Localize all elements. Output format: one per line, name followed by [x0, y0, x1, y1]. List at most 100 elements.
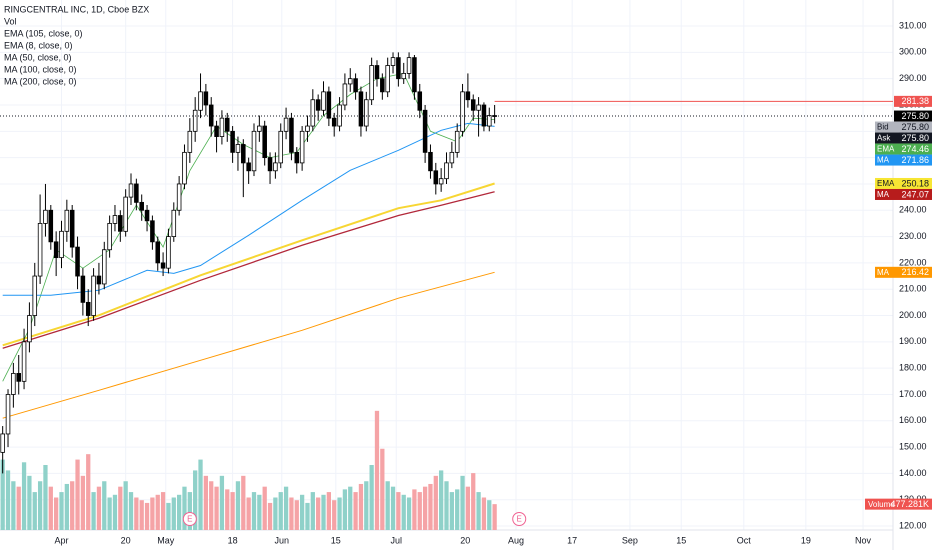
volume-bar: [390, 486, 396, 530]
candle-body: [353, 78, 358, 93]
volume-bar: [273, 497, 278, 530]
price-tag: [875, 188, 932, 200]
volume-bar: [225, 489, 230, 530]
candle-body: [187, 130, 193, 153]
indicator-line: [2, 191, 495, 349]
legend-entry: EMA (8, close, 0): [4, 40, 73, 50]
volume-bar: [0, 459, 5, 530]
x-tick-label: Aug: [508, 535, 524, 545]
price-tag-label: 250.18: [901, 178, 929, 188]
volume-bar: [321, 494, 326, 530]
volume-bar: [310, 492, 315, 530]
candle-body: [342, 83, 348, 106]
candle-body: [358, 91, 364, 127]
volume-bar: [283, 486, 289, 530]
candle-body: [230, 130, 235, 153]
candle-body: [69, 209, 75, 248]
candle-body: [412, 57, 417, 93]
candle-body: [198, 91, 203, 111]
candle-body: [310, 99, 316, 127]
candle-body: [80, 275, 86, 303]
volume-bar: [385, 481, 390, 530]
volume-bar: [214, 486, 219, 530]
price-tag-label: 275.80: [901, 133, 929, 143]
volume-bar: [86, 454, 91, 530]
y-tick-label: 160.00: [899, 415, 927, 425]
volume-bar: [369, 465, 374, 530]
volume-bar: [134, 497, 139, 530]
candle-body: [251, 130, 257, 172]
candle-body: [444, 162, 449, 180]
volume-bar: [37, 481, 43, 530]
volume-bar: [294, 500, 299, 530]
candle-body: [294, 151, 300, 164]
x-tick-label: Apr: [54, 535, 68, 545]
candle-body: [5, 394, 11, 435]
candle-body: [166, 236, 171, 269]
volume-bar: [460, 475, 465, 530]
volume-bar: [439, 470, 444, 530]
volume-bar: [171, 497, 176, 530]
price-tag: [875, 177, 932, 189]
volume-bar: [471, 473, 476, 530]
candle-body: [347, 78, 353, 85]
x-tick-label: 15: [676, 535, 686, 545]
candle-body: [96, 275, 102, 285]
price-tag-name: Ask: [877, 134, 891, 143]
legend-entry: MA (50, close, 0): [4, 52, 72, 62]
candle-body: [32, 275, 38, 316]
candle-body: [417, 91, 423, 111]
candle-body: [390, 57, 396, 66]
volume-bar: [155, 494, 160, 530]
candle-body: [27, 315, 32, 343]
candle-body: [64, 209, 70, 232]
candle-body: [75, 246, 80, 277]
volume-bar: [342, 489, 348, 530]
volume-bar: [64, 483, 69, 530]
price-tag-label: 275.80: [901, 122, 929, 132]
volume-bar: [48, 486, 53, 530]
volume-tag-name: Volume: [868, 500, 895, 509]
volume-bar: [11, 481, 16, 530]
candle-body: [476, 104, 481, 111]
volume-bar: [433, 475, 438, 530]
event-marker: [182, 512, 197, 526]
candle-body: [364, 99, 369, 127]
y-tick-label: 140.00: [899, 468, 927, 478]
volume-bar: [262, 486, 267, 530]
x-tick-label: Sep: [622, 535, 638, 545]
candle-body: [139, 201, 144, 211]
volume-bar: [241, 475, 246, 530]
candle-body: [470, 99, 476, 111]
candle-body: [219, 117, 225, 137]
legend-entry: EMA (105, close, 0): [4, 28, 83, 38]
candle-body: [454, 130, 460, 153]
volume-bar: [21, 462, 27, 530]
volume-bar: [176, 494, 182, 530]
volume-bar: [257, 494, 262, 530]
volume-bar: [299, 494, 305, 530]
candle-body: [208, 104, 214, 127]
candle-body: [21, 341, 27, 382]
candle-body: [385, 65, 390, 93]
x-tick-label: 20: [460, 535, 470, 545]
volume-bar: [406, 497, 412, 530]
volume-bar: [5, 470, 11, 530]
volume-bar: [396, 492, 401, 530]
candle-body: [305, 125, 310, 132]
price-tag: [875, 266, 932, 278]
candle-body: [289, 117, 294, 153]
y-tick-label: 220.00: [899, 257, 927, 267]
price-tag-label: 216.42: [901, 267, 929, 277]
price-tag-name: EMA: [877, 179, 895, 188]
candle-body: [203, 91, 209, 106]
candle-body: [267, 157, 273, 172]
volume-bar: [230, 492, 235, 530]
legend-entry: MA (100, close, 0): [4, 64, 77, 74]
price-tag-label: 281.38: [901, 96, 929, 106]
candle-body: [257, 125, 262, 132]
x-tick-label: Nov: [855, 535, 872, 545]
event-label: E: [187, 515, 192, 524]
volume-bar: [80, 475, 86, 530]
